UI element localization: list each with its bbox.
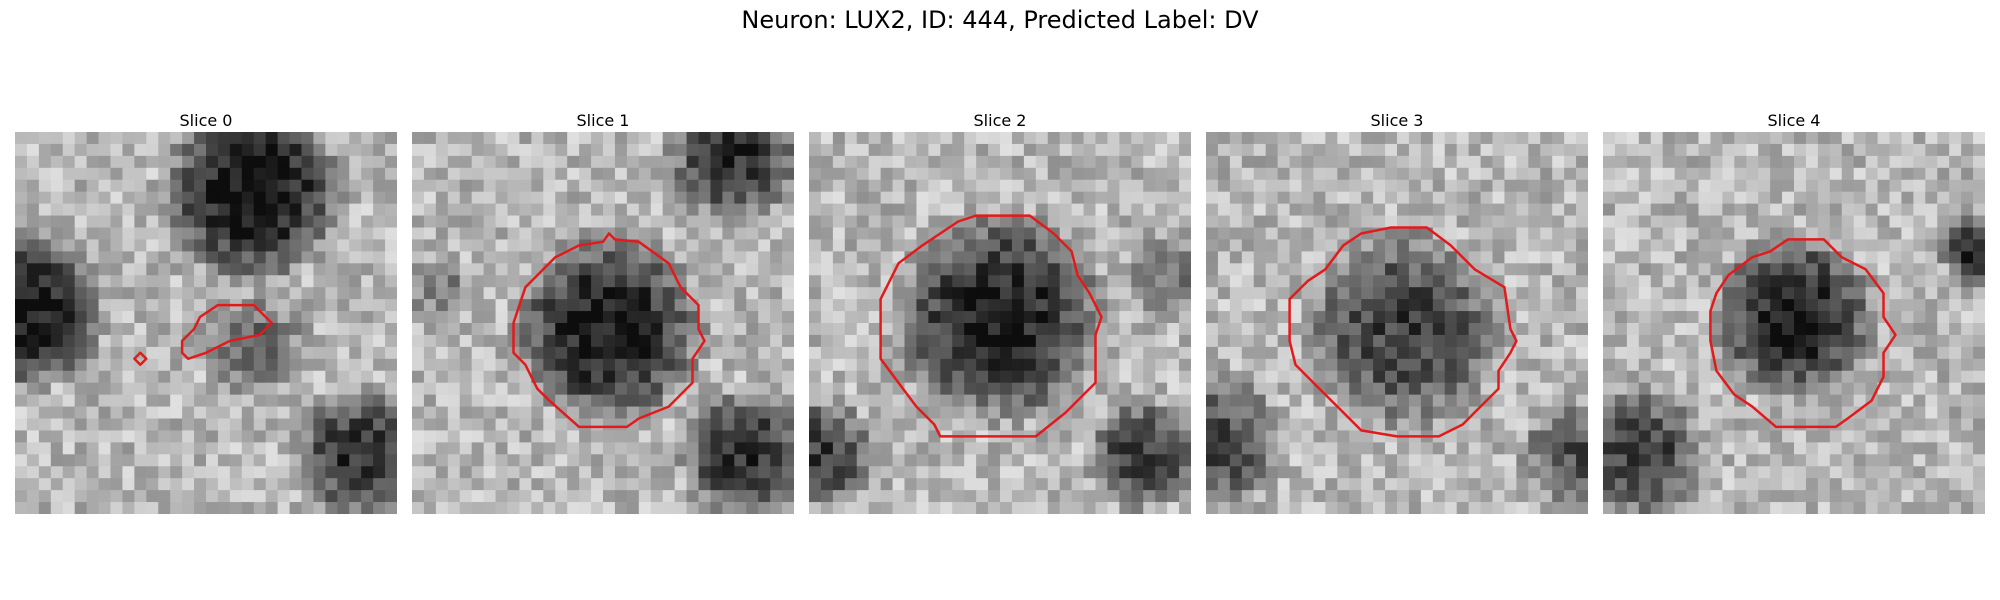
- pixel-grid: [809, 132, 1191, 514]
- figure-title: Neuron: LUX2, ID: 444, Predicted Label: …: [741, 6, 1259, 34]
- slice-panel-0: Slice 0: [15, 110, 397, 514]
- slice-panel-3: Slice 3: [1206, 110, 1588, 514]
- pixel-grid: [1603, 132, 1985, 514]
- roi-contour: [879, 214, 1103, 438]
- pixel-grid: [15, 132, 397, 514]
- slice-title: Slice 4: [1767, 111, 1821, 130]
- roi-contour: [512, 232, 706, 429]
- roi-contour: [1709, 238, 1897, 429]
- slice-panel-1: Slice 1: [412, 110, 794, 514]
- slice-image: [1206, 132, 1588, 514]
- slice-title: Slice 0: [179, 111, 233, 130]
- slice-panel-4: Slice 4: [1603, 110, 1985, 514]
- slice-image: [15, 132, 397, 514]
- slice-title: Slice 1: [576, 111, 630, 130]
- slice-image: [809, 132, 1191, 514]
- slice-title: Slice 2: [973, 111, 1027, 130]
- slice-image: [1603, 132, 1985, 514]
- roi-contour: [1288, 226, 1518, 438]
- pixel-grid: [412, 132, 794, 514]
- slice-title: Slice 3: [1370, 111, 1424, 130]
- roi-contour: [180, 303, 273, 361]
- slice-image: [412, 132, 794, 514]
- pixel-grid: [1206, 132, 1588, 514]
- roi-contour: [133, 351, 148, 367]
- slice-panel-2: Slice 2: [809, 110, 1191, 514]
